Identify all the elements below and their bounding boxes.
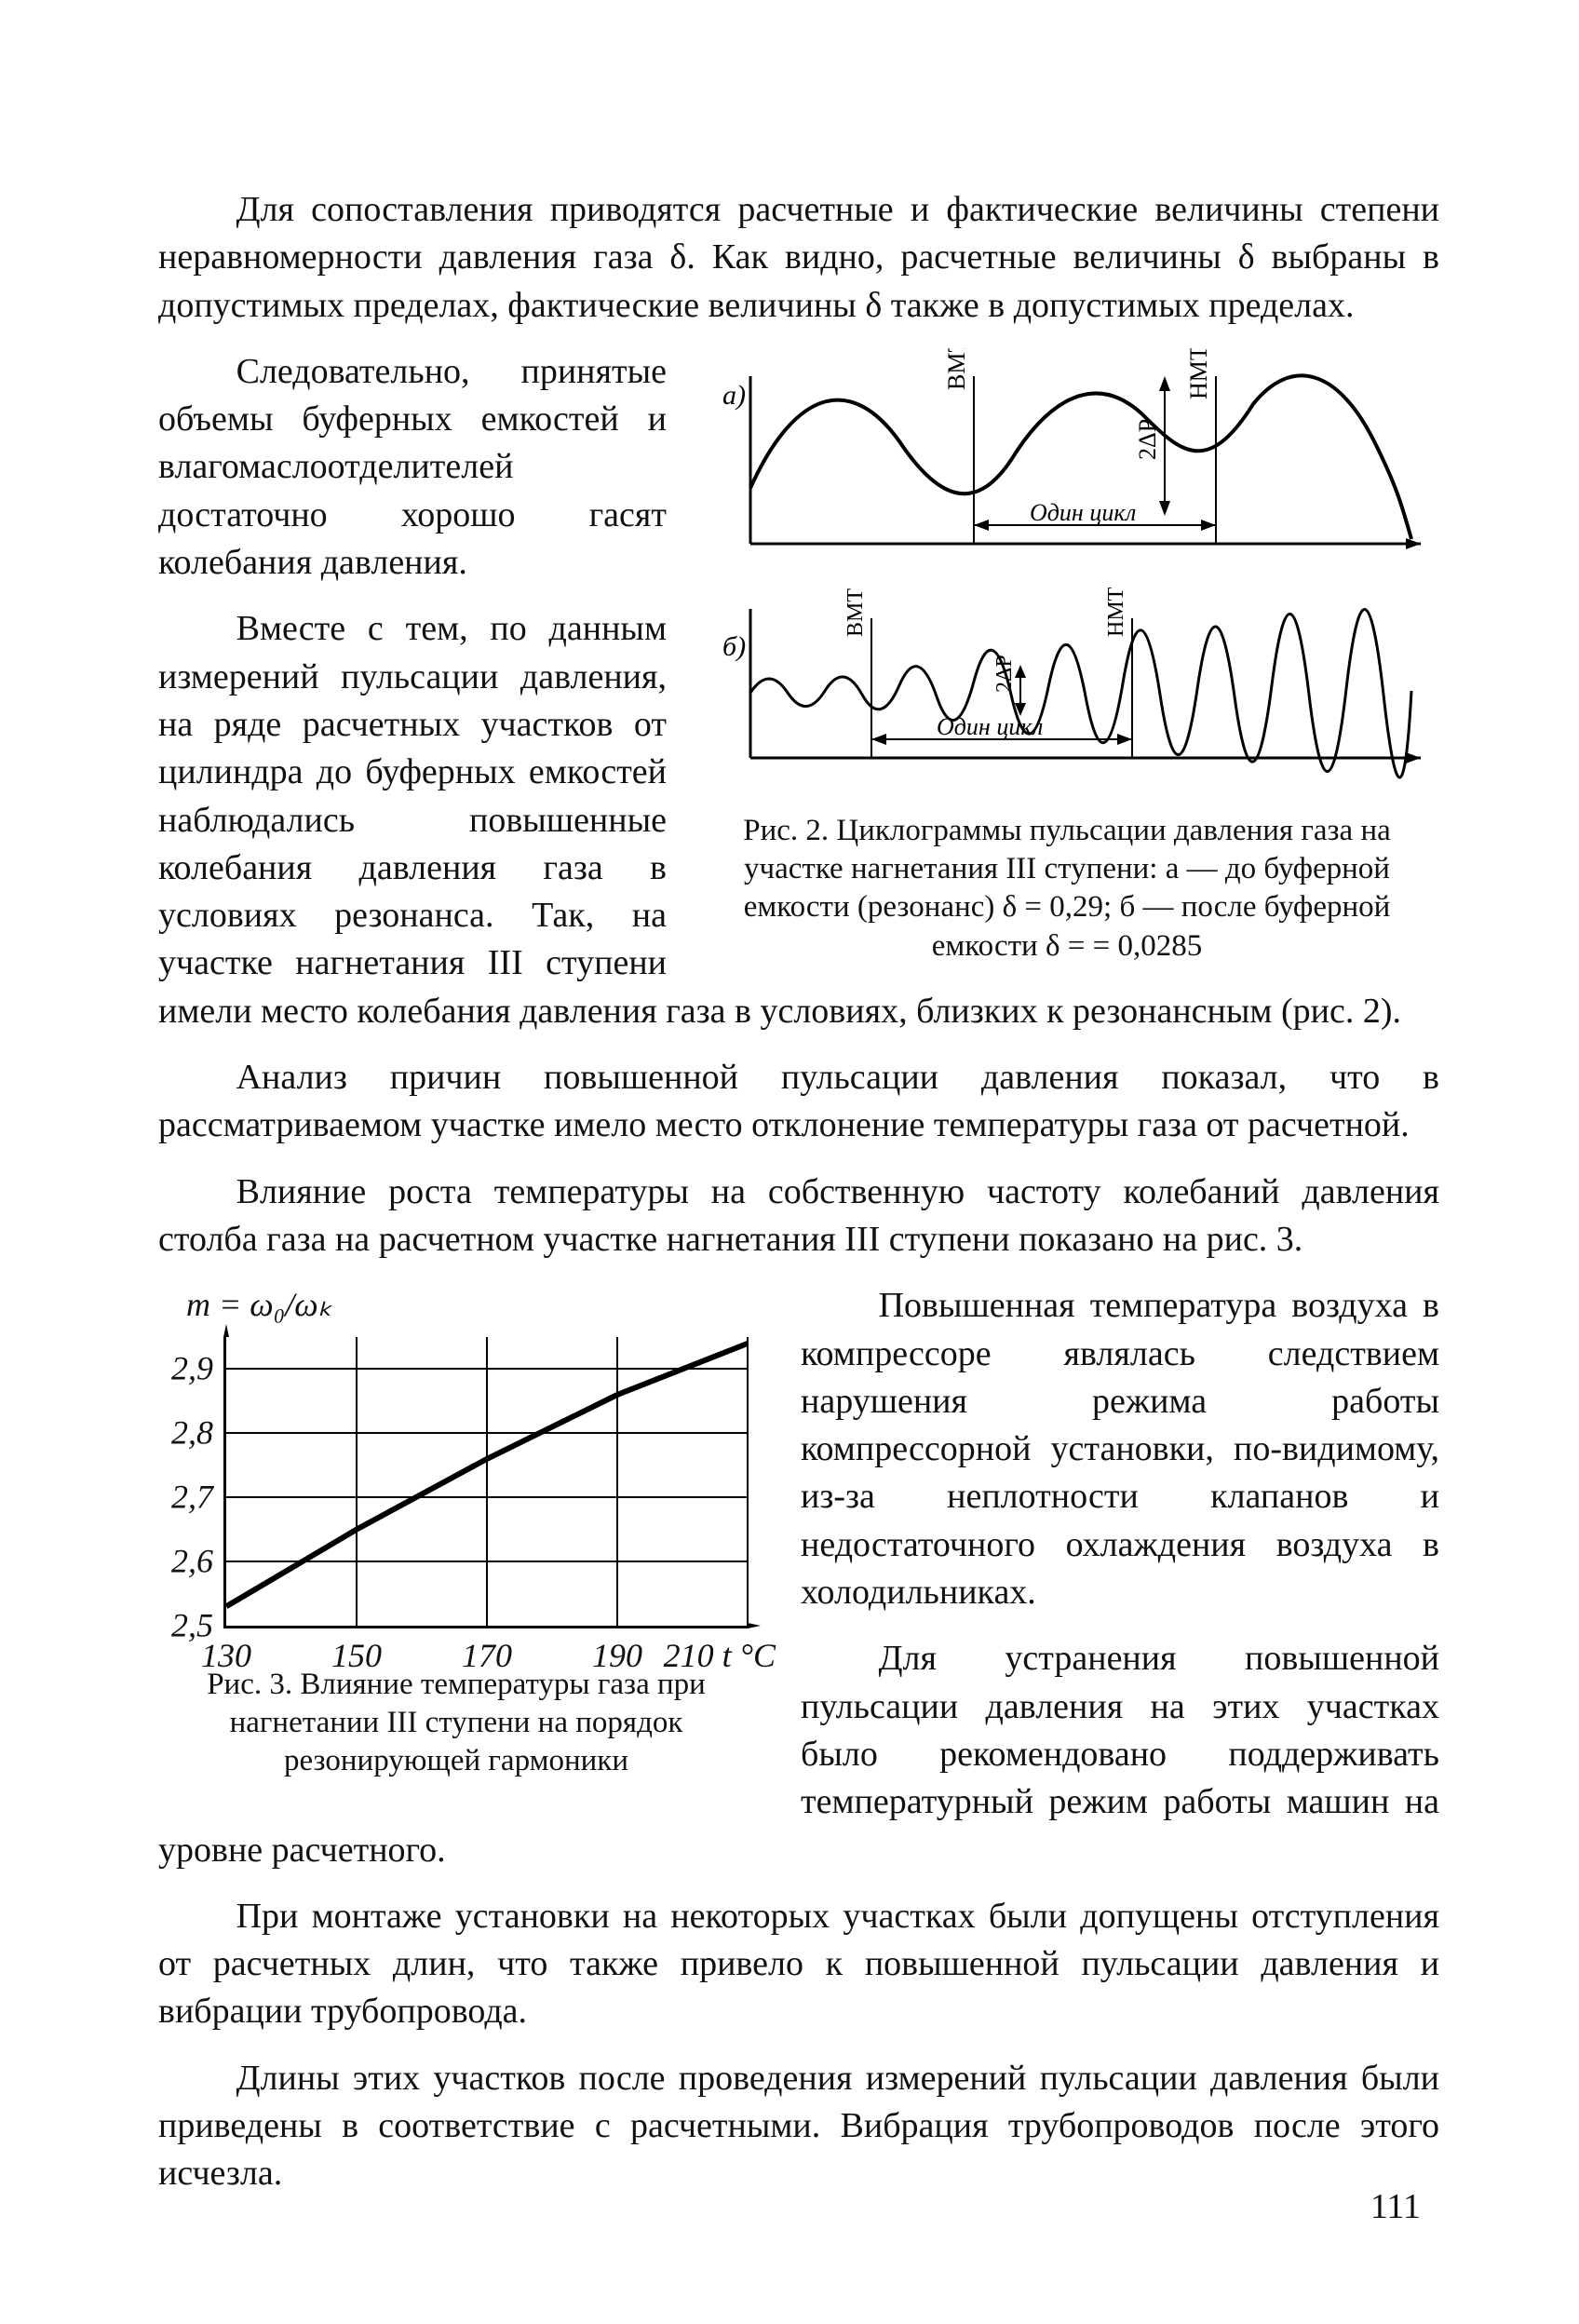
cycle-label-b: Один цикл	[937, 713, 1043, 740]
nmt-label-b: НМТ	[1104, 587, 1128, 637]
y-tick-label: 2,6	[171, 1539, 226, 1585]
two-dp-label: 2ΔP	[1134, 419, 1161, 460]
cycle-label-a: Один цикл	[1030, 499, 1136, 526]
x-tick-label: 170	[462, 1626, 512, 1679]
x-tick-label: 190	[592, 1626, 642, 1679]
x-tick-label: 150	[331, 1626, 382, 1679]
bmt-label: ВМТ	[943, 348, 970, 390]
x-end-label: 210 t °C	[664, 1626, 776, 1679]
paragraph: Влияние роста температуры на собственную…	[158, 1169, 1439, 1264]
panel-a-label: а)	[722, 380, 746, 411]
bmt-label-b: ВМТ	[843, 588, 868, 637]
cyclogram-svg: а) ВМТ НМТ 2ΔP Один цикл	[695, 348, 1439, 795]
paragraph: Длины этих участков после проведения изм…	[158, 2055, 1439, 2198]
figure-2-caption: Рис. 2. Циклограммы пульсации давления г…	[695, 812, 1439, 966]
figure-3: m = ω₀/ωₖ 2,52,62,72,82,9130150170190210…	[158, 1282, 773, 1780]
figure-2: а) ВМТ НМТ 2ΔP Один цикл	[695, 348, 1439, 966]
panel-b-label: б)	[722, 631, 746, 662]
two-dp-label-b: 2ΔP	[992, 655, 1017, 693]
chart-y-axis-title: m = ω₀/ωₖ	[186, 1282, 773, 1328]
paragraph: Анализ причин повышенной пульсации давле…	[158, 1054, 1439, 1150]
page-number: 111	[1370, 2183, 1421, 2231]
y-tick-label: 2,8	[171, 1411, 226, 1456]
line-chart: 2,52,62,72,82,9130150170190210 t °C	[223, 1337, 748, 1628]
y-tick-label: 2,9	[171, 1346, 226, 1392]
x-tick-label: 130	[201, 1626, 251, 1679]
figure-3-caption: Рис. 3. Влияние температуры газа при наг…	[158, 1666, 754, 1781]
paragraph: При монтаже установки на некоторых участ…	[158, 1893, 1439, 2036]
y-tick-label: 2,7	[171, 1475, 226, 1520]
paragraph: Для сопоставления приводятся расчетные и…	[158, 186, 1439, 330]
nmt-label: НМТ	[1185, 348, 1212, 399]
